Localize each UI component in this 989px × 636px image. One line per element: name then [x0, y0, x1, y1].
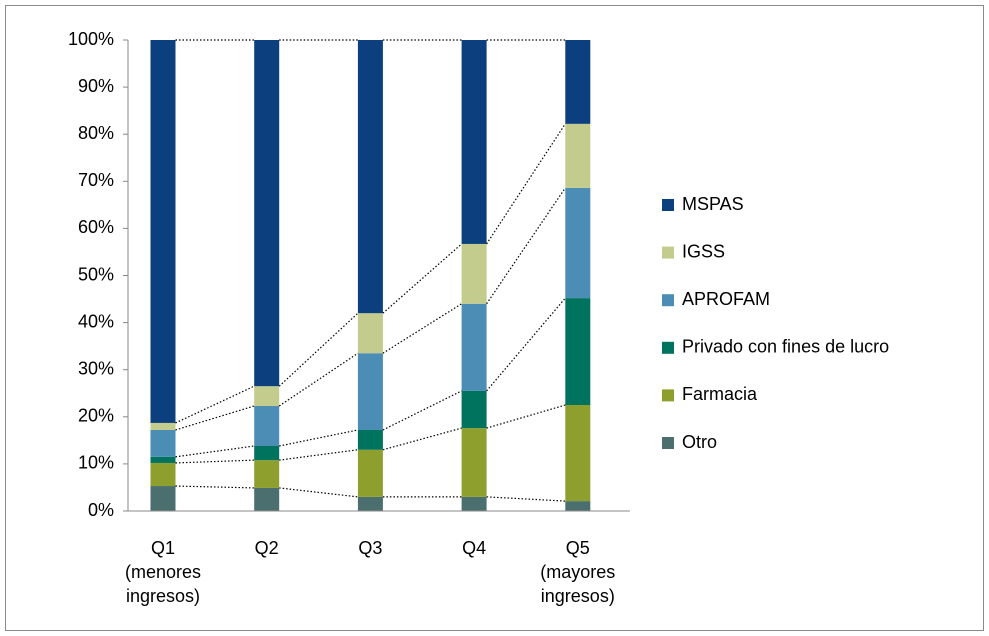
legend-label: Farmacia [682, 384, 758, 404]
series-connector [382, 303, 462, 354]
y-tick-label: 60% [78, 217, 114, 237]
bar-segment [565, 405, 591, 502]
legend-label: IGSS [682, 241, 725, 261]
series-connector [279, 449, 358, 461]
series-connector [175, 485, 255, 489]
series-connector [279, 429, 359, 447]
bar-segment [150, 462, 176, 487]
x-tick-label: Q5 (mayores ingresos) [540, 538, 616, 606]
y-tick-label: 80% [78, 123, 114, 143]
bar-segment [565, 123, 591, 188]
bar-segment [150, 429, 176, 457]
series-connector [486, 187, 566, 305]
bar-segment [461, 390, 487, 429]
y-tick-label: 100% [68, 29, 114, 49]
bar-segment [357, 429, 383, 450]
y-tick-label: 50% [78, 264, 114, 284]
series-connector [175, 459, 255, 464]
series-connector [175, 445, 255, 458]
bar-segment [150, 456, 176, 463]
y-tick-label: 90% [78, 76, 114, 96]
series-connector [278, 312, 359, 387]
bar-segment [357, 496, 383, 511]
bar-segment [565, 187, 591, 299]
y-tick-label: 10% [78, 453, 114, 473]
legend-label: APROFAM [682, 289, 770, 309]
bar-segment [150, 422, 176, 430]
series-connector [382, 390, 462, 431]
bar-segment [254, 446, 280, 461]
series-connector [486, 496, 566, 502]
bar-segment [254, 405, 280, 447]
bar-segment [565, 298, 591, 406]
bar-segment [461, 303, 487, 391]
x-tick-label: Q1 (menores ingresos) [124, 538, 202, 606]
y-tick-label: 70% [78, 170, 114, 190]
bar-segment [357, 313, 383, 354]
bar-segment [150, 486, 176, 511]
legend-swatch [662, 437, 674, 449]
legend-swatch [662, 389, 674, 402]
legend-swatch [662, 199, 674, 211]
bar-segment [461, 496, 487, 511]
legend-label: Otro [682, 432, 717, 452]
bar-segment [461, 40, 487, 244]
bar-segment [357, 40, 383, 314]
legend-label: Privado con fines de lucro [682, 337, 889, 357]
series-connector [175, 385, 255, 424]
legend-swatch [662, 341, 674, 354]
bar-segment [150, 40, 176, 423]
x-tick-label: Q3 [358, 538, 383, 558]
bar-segment [254, 40, 280, 387]
x-tick-label: Q2 [254, 538, 279, 558]
bar-segment [461, 243, 487, 304]
y-tick-label: 30% [78, 358, 114, 378]
x-tick-label: Q4 [462, 538, 487, 558]
legend-swatch [662, 294, 674, 307]
bar-segment [565, 501, 591, 511]
bar-segment [254, 386, 280, 406]
bar-segment [565, 40, 591, 124]
y-tick-label: 20% [78, 406, 114, 426]
series-connector [279, 487, 358, 498]
series-connector [486, 297, 566, 392]
bar-segment [357, 449, 383, 497]
y-tick-label: 0% [88, 500, 114, 520]
bar-segment [254, 460, 280, 488]
bar-segment [254, 487, 280, 511]
bar-segment [461, 428, 487, 497]
series-connector [486, 123, 566, 245]
legend-swatch [662, 246, 674, 259]
legend-label: MSPAS [682, 194, 744, 214]
y-tick-label: 40% [78, 311, 114, 331]
bar-segment [357, 353, 383, 430]
